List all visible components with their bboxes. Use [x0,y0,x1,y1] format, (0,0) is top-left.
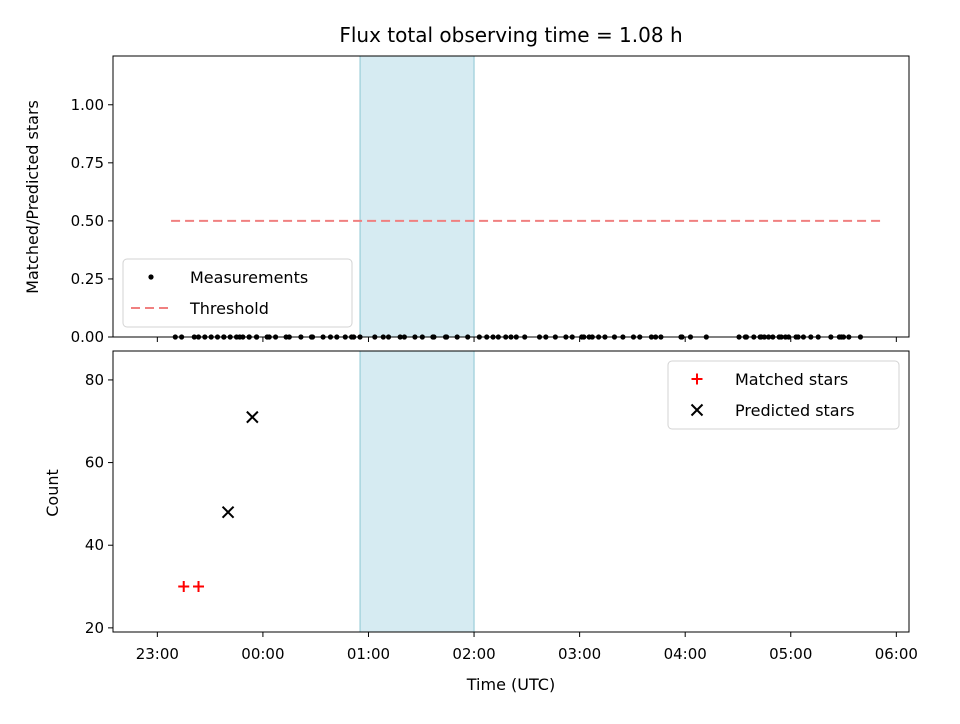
chart-title: Flux total observing time = 1.08 h [339,23,682,47]
bottom-observing-window-span [359,350,475,633]
bottom-y-axis-label: Count [43,469,62,517]
x-tick-label: 04:00 [664,645,707,663]
x-tick-label: 03:00 [558,645,601,663]
legend-label-matched-stars: Matched stars [735,370,848,389]
legend-marker-predicted-stars [690,403,704,417]
legend-label-measurements: Measurements [190,268,308,287]
legend-box [122,258,353,328]
x-tick-label: 23:00 [136,645,179,663]
legend-label-threshold: Threshold [189,299,269,318]
top-legend: Measurements Threshold [122,258,353,328]
x-tick-label: 05:00 [769,645,812,663]
legend-marker-measurements [148,274,154,280]
legend-label-predicted-stars: Predicted stars [735,401,855,420]
top-y-tick-label: 0.50 [71,212,104,230]
top-panel: 0.00 0.25 0.50 0.75 1.00 Measurements Threshol… [71,55,910,346]
top-observing-window-span [359,55,475,338]
legend-box [667,360,900,430]
x-tick-label: 01:00 [347,645,390,663]
top-y-axis-label: Matched/Predicted stars [23,100,42,294]
x-axis-label: Time (UTC) [466,675,555,694]
legend-marker-matched-stars [691,373,703,385]
top-axes-frame [112,55,910,338]
bottom-legend: Matched stars Predicted stars [667,360,900,430]
x-tick-label: 00:00 [241,645,284,663]
top-y-tick-label: 0.00 [71,328,104,346]
bottom-y-tick-label: 80 [85,371,104,389]
predicted-stars-point [221,505,235,519]
x-tick-label: 02:00 [452,645,495,663]
predicted-stars-point [246,410,259,424]
matched-stars-point [178,581,190,593]
matched-stars-point [193,581,205,593]
top-y-tick-label: 1.00 [71,96,104,114]
bottom-panel: 20 40 60 80 23:00 00:00 01:00 02:00 03:00 04:00 05… [85,350,918,663]
top-y-tick-label: 0.25 [71,270,104,288]
bottom-y-tick-label: 20 [85,619,104,637]
bottom-y-tick-label: 40 [85,536,104,554]
x-tick-label: 06:00 [875,645,918,663]
bottom-axes-frame [112,350,910,633]
bottom-y-tick-label: 60 [85,454,104,472]
top-y-tick-label: 0.75 [71,154,104,172]
